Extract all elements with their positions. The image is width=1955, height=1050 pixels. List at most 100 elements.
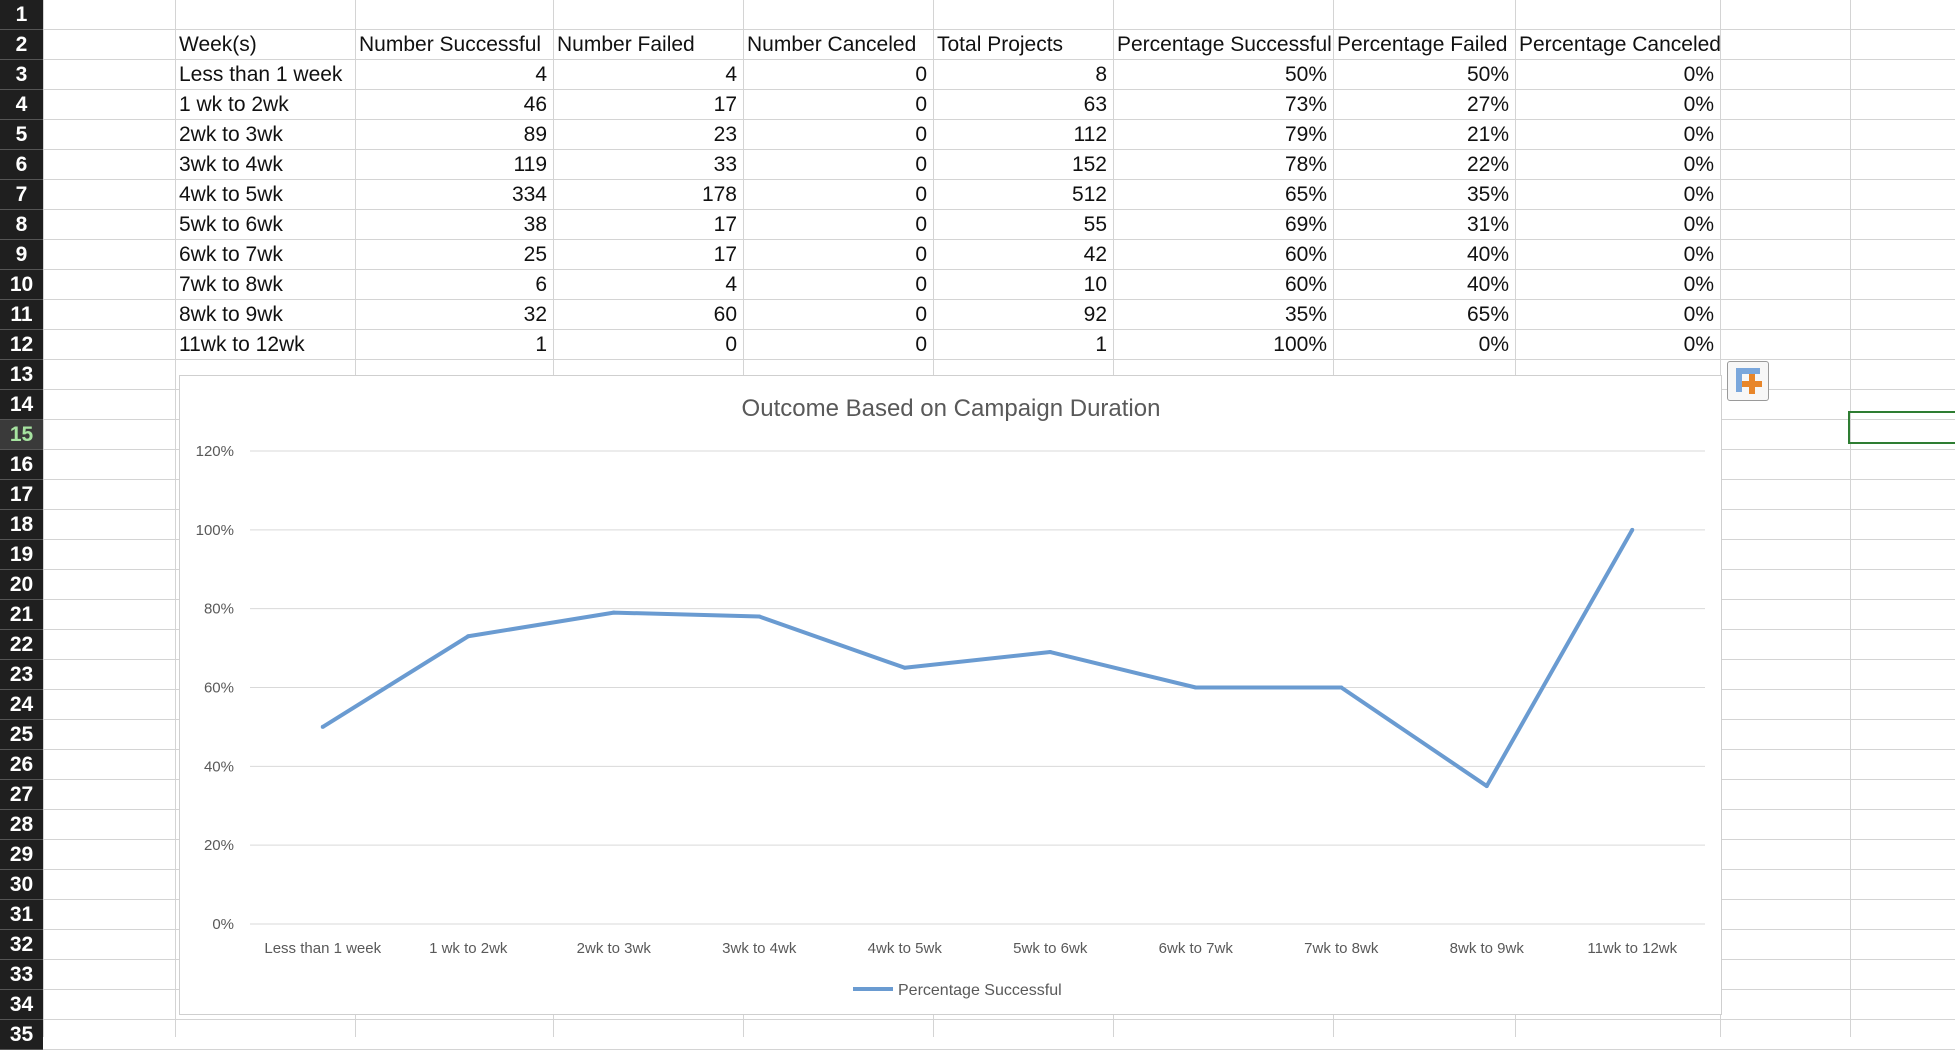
- table-cell[interactable]: 0: [915, 153, 927, 176]
- table-cell[interactable]: 65%: [1466, 303, 1509, 326]
- table-cell[interactable]: 22%: [1466, 153, 1509, 176]
- table-cell[interactable]: 1: [535, 333, 547, 356]
- table-cell[interactable]: 79%: [1284, 123, 1327, 146]
- table-cell[interactable]: 17: [713, 93, 737, 116]
- active-cell-selection[interactable]: [1848, 411, 1955, 444]
- table-cell[interactable]: 3wk to 4wk: [179, 153, 283, 176]
- row-header-17[interactable]: 17: [0, 480, 43, 510]
- table-cell[interactable]: 119: [513, 153, 547, 176]
- table-cell[interactable]: 31%: [1466, 213, 1509, 236]
- table-cell[interactable]: 512: [1071, 183, 1107, 206]
- row-header-1[interactable]: 1: [0, 0, 43, 30]
- data-point[interactable]: [1193, 685, 1198, 690]
- header-cell[interactable]: Percentage Successful: [1117, 33, 1332, 56]
- row-header-21[interactable]: 21: [0, 600, 43, 630]
- table-cell[interactable]: 0%: [1683, 303, 1714, 326]
- table-cell[interactable]: 60: [713, 303, 737, 326]
- table-cell[interactable]: 6: [535, 273, 547, 296]
- table-cell[interactable]: 7wk to 8wk: [179, 273, 283, 296]
- table-cell[interactable]: 33: [713, 153, 737, 176]
- table-cell[interactable]: Less than 1 week: [179, 63, 343, 86]
- row-header-16[interactable]: 16: [0, 450, 43, 480]
- table-cell[interactable]: 78%: [1284, 153, 1327, 176]
- row-header-2[interactable]: 2: [0, 30, 43, 60]
- table-cell[interactable]: 50%: [1284, 63, 1327, 86]
- header-cell[interactable]: Number Canceled: [747, 33, 917, 56]
- table-cell[interactable]: 2wk to 3wk: [179, 123, 283, 146]
- table-cell[interactable]: 17: [713, 213, 737, 236]
- row-header-33[interactable]: 33: [0, 960, 43, 990]
- table-cell[interactable]: 0%: [1478, 333, 1509, 356]
- row-header-20[interactable]: 20: [0, 570, 43, 600]
- table-cell[interactable]: 32: [523, 303, 547, 326]
- row-header-29[interactable]: 29: [0, 840, 43, 870]
- table-cell[interactable]: 0: [915, 303, 927, 326]
- table-cell[interactable]: 63: [1083, 93, 1107, 116]
- table-cell[interactable]: 89: [523, 123, 547, 146]
- data-point[interactable]: [1630, 527, 1635, 532]
- row-header-15[interactable]: 15: [0, 420, 43, 450]
- table-cell[interactable]: 50%: [1466, 63, 1509, 86]
- row-header-6[interactable]: 6: [0, 150, 43, 180]
- table-cell[interactable]: 0: [915, 273, 927, 296]
- table-cell[interactable]: 0: [915, 63, 927, 86]
- table-cell[interactable]: 0%: [1683, 333, 1714, 356]
- table-cell[interactable]: 334: [511, 183, 547, 206]
- table-cell[interactable]: 27%: [1466, 93, 1509, 116]
- row-header-26[interactable]: 26: [0, 750, 43, 780]
- table-cell[interactable]: 5wk to 6wk: [179, 213, 283, 236]
- table-cell[interactable]: 100%: [1273, 333, 1327, 356]
- table-cell[interactable]: 42: [1083, 243, 1107, 266]
- data-point[interactable]: [902, 665, 907, 670]
- table-cell[interactable]: 6wk to 7wk: [179, 243, 283, 266]
- row-header-22[interactable]: 22: [0, 630, 43, 660]
- table-cell[interactable]: 60%: [1284, 243, 1327, 266]
- data-point[interactable]: [1048, 650, 1053, 655]
- header-cell[interactable]: Number Failed: [557, 33, 695, 56]
- table-cell[interactable]: 46: [523, 93, 547, 116]
- table-cell[interactable]: 55: [1083, 213, 1107, 236]
- table-cell[interactable]: 0%: [1683, 213, 1714, 236]
- table-cell[interactable]: 69%: [1284, 213, 1327, 236]
- table-cell[interactable]: 10: [1083, 273, 1107, 296]
- table-cell[interactable]: 4: [725, 63, 737, 86]
- table-cell[interactable]: 60%: [1284, 273, 1327, 296]
- header-cell[interactable]: Week(s): [179, 33, 257, 56]
- series-line-percentage-successful[interactable]: [321, 528, 1634, 789]
- table-cell[interactable]: 0%: [1683, 243, 1714, 266]
- table-cell[interactable]: 17: [713, 243, 737, 266]
- table-cell[interactable]: 0%: [1683, 273, 1714, 296]
- chart-elements-button[interactable]: [1727, 361, 1769, 401]
- row-header-8[interactable]: 8: [0, 210, 43, 240]
- table-cell[interactable]: 23: [713, 123, 737, 146]
- table-cell[interactable]: 8: [1095, 63, 1107, 86]
- table-cell[interactable]: 152: [1071, 153, 1107, 176]
- row-header-28[interactable]: 28: [0, 810, 43, 840]
- table-cell[interactable]: 92: [1083, 303, 1107, 326]
- table-cell[interactable]: 11wk to 12wk: [179, 333, 305, 356]
- row-header-12[interactable]: 12: [0, 330, 43, 360]
- data-point[interactable]: [611, 610, 616, 615]
- row-header-30[interactable]: 30: [0, 870, 43, 900]
- row-header-10[interactable]: 10: [0, 270, 43, 300]
- table-cell[interactable]: 0: [915, 123, 927, 146]
- table-cell[interactable]: 35%: [1284, 303, 1327, 326]
- header-cell[interactable]: Percentage Canceled: [1519, 33, 1720, 56]
- row-header-27[interactable]: 27: [0, 780, 43, 810]
- row-header-18[interactable]: 18: [0, 510, 43, 540]
- data-point[interactable]: [466, 634, 471, 639]
- table-cell[interactable]: 0%: [1683, 183, 1714, 206]
- data-point[interactable]: [320, 724, 325, 729]
- table-cell[interactable]: 0%: [1683, 63, 1714, 86]
- table-cell[interactable]: 0: [725, 333, 737, 356]
- row-header-23[interactable]: 23: [0, 660, 43, 690]
- table-cell[interactable]: 35%: [1466, 183, 1509, 206]
- table-cell[interactable]: 40%: [1466, 273, 1509, 296]
- table-cell[interactable]: 0: [915, 183, 927, 206]
- table-cell[interactable]: 178: [701, 183, 737, 206]
- row-header-4[interactable]: 4: [0, 90, 43, 120]
- table-cell[interactable]: 0: [915, 333, 927, 356]
- row-header-14[interactable]: 14: [0, 390, 43, 420]
- line-chart[interactable]: Outcome Based on Campaign Duration 0% 20%…: [179, 375, 1722, 1015]
- row-header-3[interactable]: 3: [0, 60, 43, 90]
